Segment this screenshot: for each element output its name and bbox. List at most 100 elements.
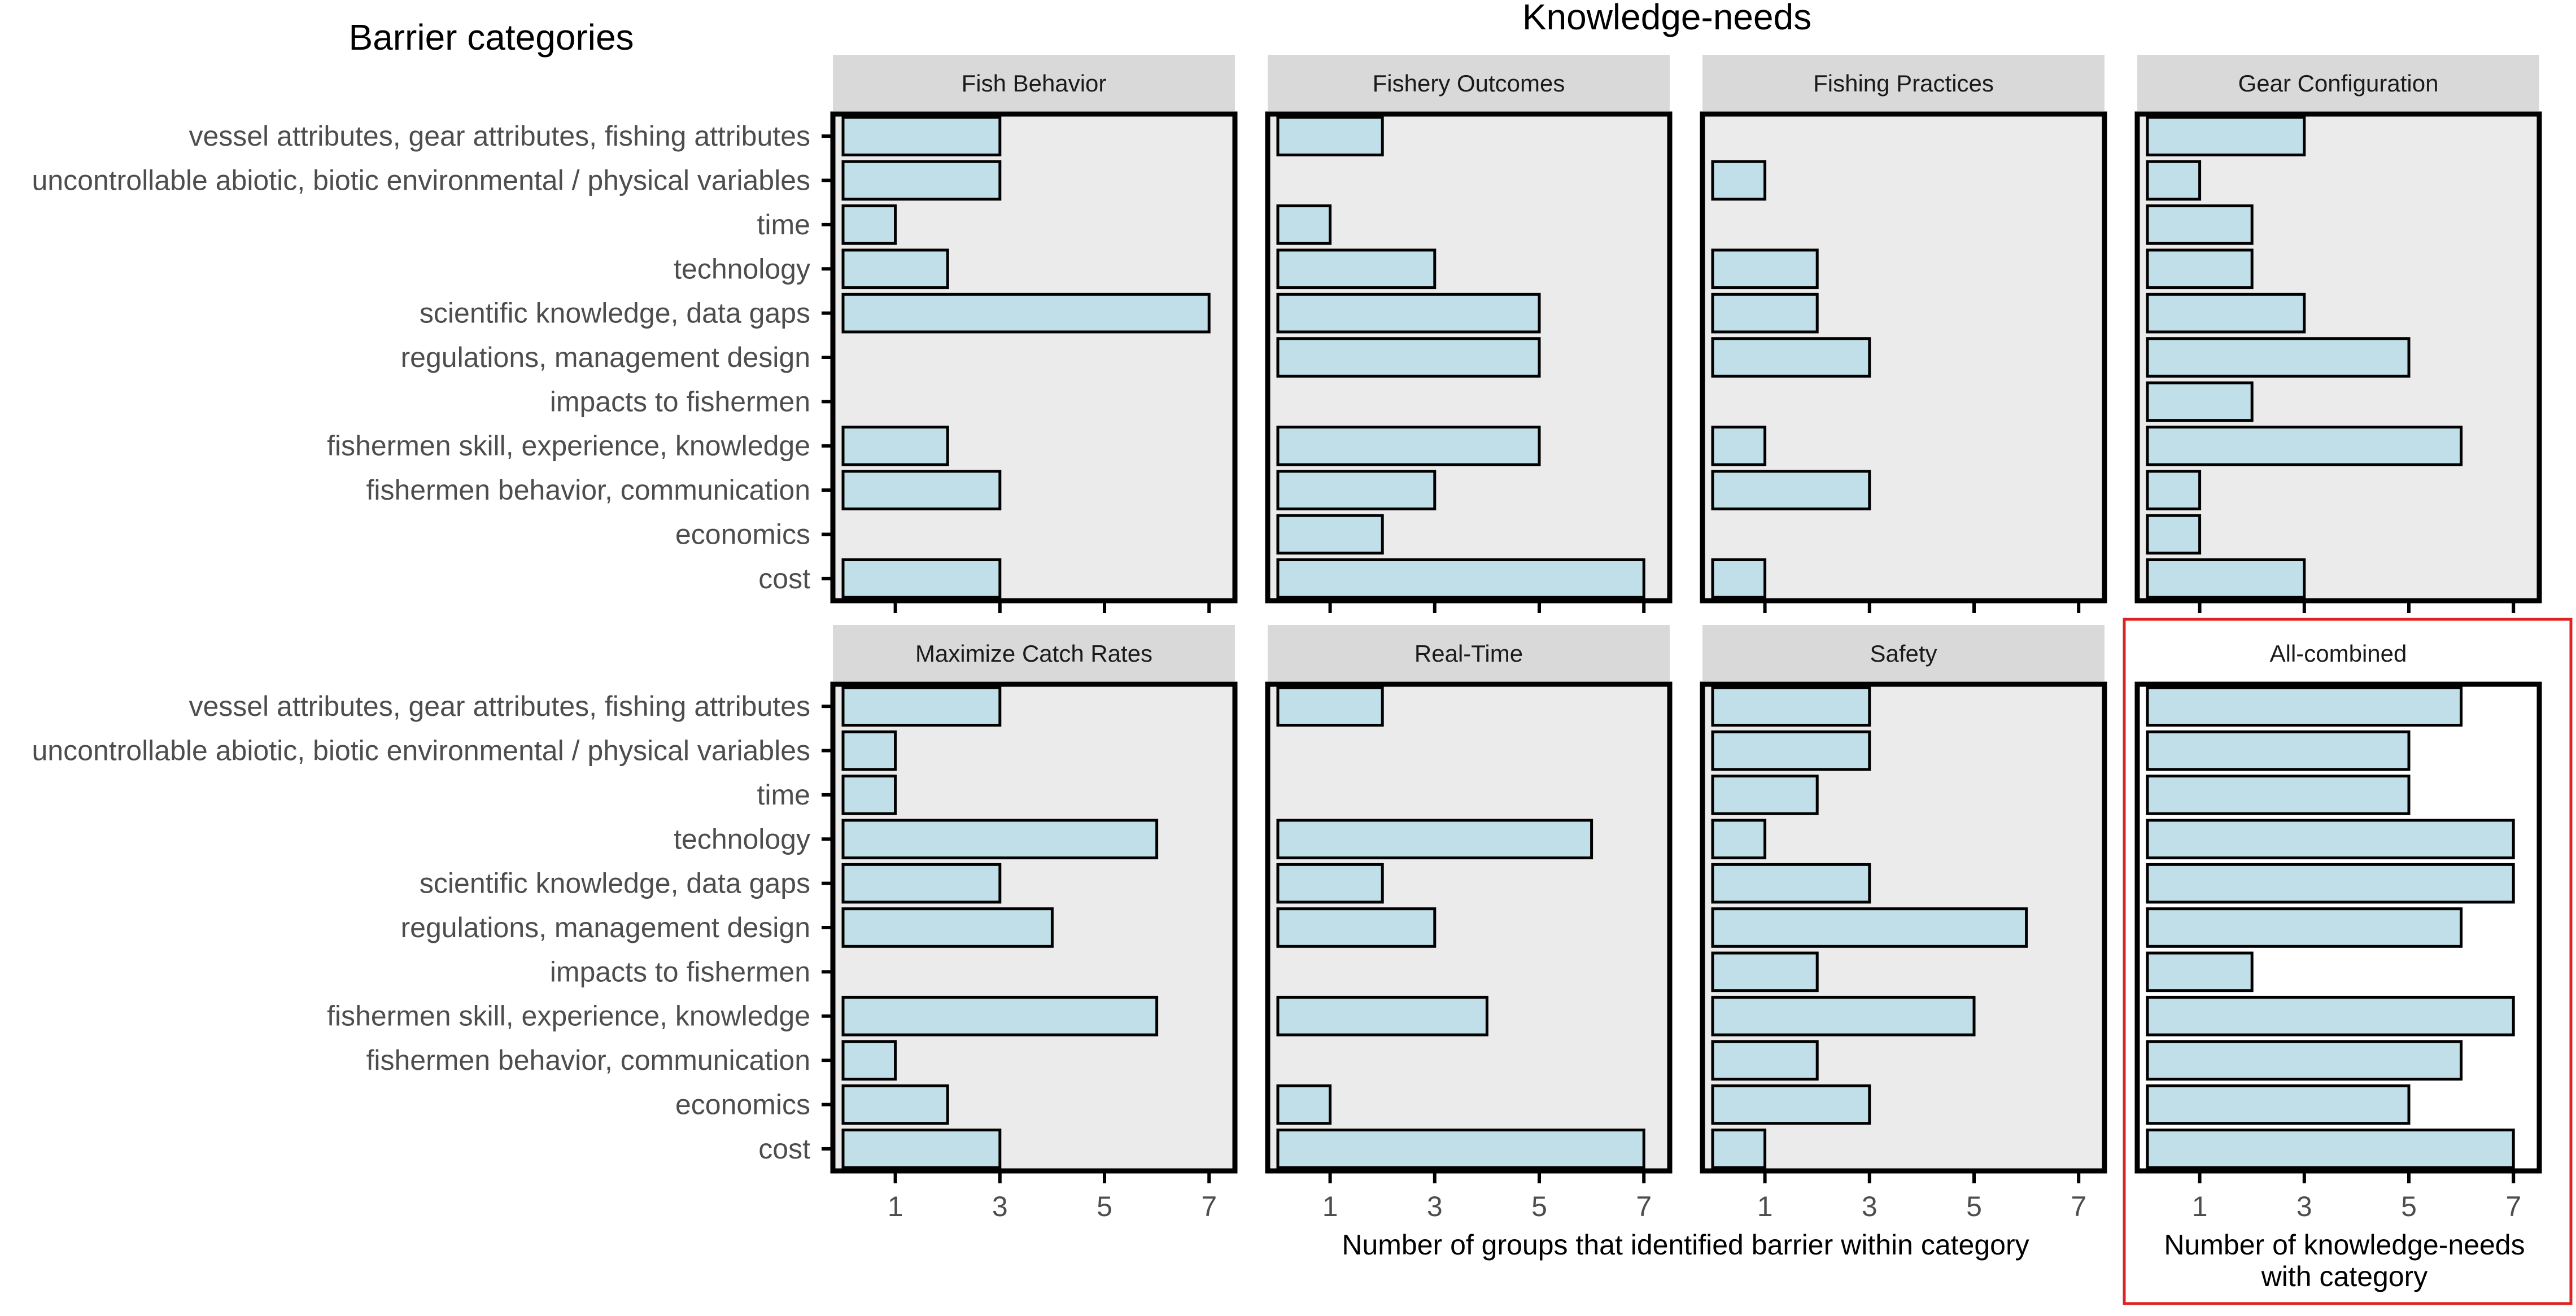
bar-regulations-management-design: [2146, 337, 2411, 378]
y-tick-label-technology: technology: [674, 823, 810, 855]
y-tick-label-vessel-attributes-gear-attributes-fishing-attributes: vessel attributes, gear attributes, fish…: [189, 690, 810, 722]
bar-fishermen-behavior-communication: [1276, 470, 1437, 510]
bar-scientific-knowledge-data-gaps: [1276, 863, 1384, 904]
bar-time: [1711, 775, 1819, 815]
bar-cost: [1276, 1129, 1645, 1169]
panel-strip-label: Real-Time: [1414, 640, 1523, 667]
x-axis-title-combined-line-1: Number of knowledge-needs: [2164, 1229, 2525, 1261]
bar-vessel-attributes-gear-attributes-fishing-attributes: [2146, 686, 2463, 727]
bar-uncontrollable-abiotic-biotic-environmental-physical-variables: [841, 730, 897, 771]
x-axis-title: Number of groups that identified barrier…: [1342, 1229, 2029, 1261]
panel-border: [2134, 111, 2542, 604]
y-tick-label-scientific-knowledge-data-gaps: scientific knowledge, data gaps: [420, 868, 810, 899]
bar-scientific-knowledge-data-gaps: [841, 292, 1211, 334]
bar-fishermen-skill-experience-knowledge: [1711, 425, 1767, 466]
bar-cost: [841, 1129, 1002, 1169]
panel-border: [1265, 111, 1673, 604]
x-tick-label: 7: [1201, 1191, 1217, 1222]
panel-strip: [833, 55, 1235, 111]
bar-scientific-knowledge-data-gaps: [2146, 863, 2515, 904]
y-tick-label-uncontrollable-abiotic-biotic-environmental-physical-variables: uncontrollable abiotic, biotic environme…: [32, 735, 810, 767]
bar-vessel-attributes-gear-attributes-fishing-attributes: [1276, 116, 1384, 156]
bar-fishermen-skill-experience-knowledge: [1276, 995, 1488, 1037]
panel-strip: [1702, 55, 2105, 111]
bar-impacts-to-fishermen: [2146, 951, 2254, 993]
bar-technology: [841, 248, 949, 290]
bar-economics: [1711, 1084, 1871, 1125]
x-tick-label: 5: [1966, 1191, 1982, 1222]
bar-scientific-knowledge-data-gaps: [1711, 292, 1819, 334]
bar-fishermen-behavior-communication: [1711, 1040, 1819, 1081]
bar-uncontrollable-abiotic-biotic-environmental-physical-variables: [2146, 730, 2411, 771]
x-tick-label: 1: [1322, 1191, 1338, 1222]
panel-strip-label: All-combined: [2270, 640, 2407, 667]
panel-safety: Safety 1 3 5 7: [1700, 625, 2107, 1222]
bar-vessel-attributes-gear-attributes-fishing-attributes: [2146, 116, 2306, 156]
y-tick-label-fishermen-skill-experience-knowledge: fishermen skill, experience, knowledge: [327, 430, 810, 462]
bar-technology: [2146, 248, 2254, 290]
panel-strip: [2137, 55, 2539, 111]
panel-strip-label: Safety: [1870, 640, 1937, 667]
panel-strip: [1702, 625, 2105, 681]
bar-cost: [2146, 558, 2306, 599]
x-tick-label: 3: [1427, 1191, 1443, 1222]
y-tick-label-economics: economics: [675, 1088, 810, 1120]
bar-fishermen-behavior-communication: [2146, 1040, 2463, 1081]
bar-cost: [1711, 1129, 1767, 1169]
panel-border: [1700, 681, 2107, 1174]
bar-cost: [1711, 558, 1767, 599]
panel-strip-label: Maximize Catch Rates: [915, 640, 1152, 667]
y-tick-label-regulations-management-design: regulations, management design: [401, 342, 810, 373]
chart-title: Knowledge-needs: [1522, 0, 1811, 37]
bar-time: [2146, 775, 2411, 815]
chart-panels: Fish Behavior vessel attributes, gear att…: [32, 55, 2542, 1222]
bar-scientific-knowledge-data-gaps: [1711, 863, 1871, 904]
bar-technology: [841, 819, 1159, 860]
x-tick-label: 1: [2192, 1191, 2208, 1222]
bar-regulations-management-design: [1276, 907, 1437, 948]
y-tick-label-cost: cost: [758, 1133, 810, 1165]
panel-maximize-catch-rates: Maximize Catch Rates 1 3 5 7 vessel attribute…: [32, 625, 1238, 1222]
y-tick-label-fishermen-behavior-communication: fishermen behavior, communication: [366, 1044, 811, 1076]
bar-fishermen-skill-experience-knowledge: [841, 995, 1159, 1037]
bar-fishermen-behavior-communication: [841, 470, 1002, 510]
y-tick-label-technology: technology: [674, 253, 810, 285]
panel-strip-label: Fishing Practices: [1813, 70, 1994, 97]
bar-uncontrollable-abiotic-biotic-environmental-physical-variables: [1711, 730, 1871, 771]
bar-economics: [2146, 1084, 2411, 1125]
bar-impacts-to-fishermen: [2146, 381, 2254, 422]
y-tick-label-uncontrollable-abiotic-biotic-environmental-physical-variables: uncontrollable abiotic, biotic environme…: [32, 165, 810, 196]
bar-uncontrollable-abiotic-biotic-environmental-physical-variables: [1711, 160, 1767, 201]
bar-impacts-to-fishermen: [1711, 951, 1819, 993]
bar-scientific-knowledge-data-gaps: [2146, 292, 2306, 334]
x-tick-label: 3: [1862, 1191, 1878, 1222]
y-tick-label-impacts-to-fishermen: impacts to fishermen: [550, 386, 810, 417]
all-combined-highlight-box: [2123, 618, 2573, 1305]
bar-fishermen-behavior-communication: [2146, 470, 2202, 510]
y-tick-label-fishermen-skill-experience-knowledge: fishermen skill, experience, knowledge: [327, 1000, 810, 1032]
bar-technology: [2146, 819, 2515, 860]
y-tick-label-time: time: [757, 779, 810, 811]
panel-strip-label: Gear Configuration: [2238, 70, 2439, 97]
bar-regulations-management-design: [1711, 337, 1871, 378]
panel-fishing-practices: Fishing Practices: [1700, 55, 2107, 613]
bar-scientific-knowledge-data-gaps: [841, 863, 1002, 904]
bar-fishermen-behavior-communication: [841, 1040, 897, 1081]
bar-fishermen-skill-experience-knowledge: [2146, 995, 2515, 1037]
panel-strip-label: Fishery Outcomes: [1373, 70, 1565, 97]
panel-real-time: Real-Time 1 3 5 7: [1265, 625, 1673, 1222]
y-tick-label-fishermen-behavior-communication: fishermen behavior, communication: [366, 474, 811, 506]
bar-fishermen-skill-experience-knowledge: [1711, 995, 1976, 1037]
bar-time: [1276, 204, 1332, 245]
bar-fishermen-skill-experience-knowledge: [2146, 425, 2463, 466]
bar-scientific-knowledge-data-gaps: [1276, 292, 1541, 334]
x-axis-title-combined-line-2: with category: [2261, 1261, 2428, 1292]
bar-regulations-management-design: [1711, 907, 2028, 948]
bar-vessel-attributes-gear-attributes-fishing-attributes: [841, 116, 1002, 156]
bar-uncontrollable-abiotic-biotic-environmental-physical-variables: [2146, 160, 2202, 201]
x-tick-label: 1: [1757, 1191, 1773, 1222]
x-tick-label: 3: [992, 1191, 1008, 1222]
bar-cost: [841, 558, 1002, 599]
bar-cost: [2146, 1129, 2515, 1169]
x-tick-label: 7: [2071, 1191, 2086, 1222]
